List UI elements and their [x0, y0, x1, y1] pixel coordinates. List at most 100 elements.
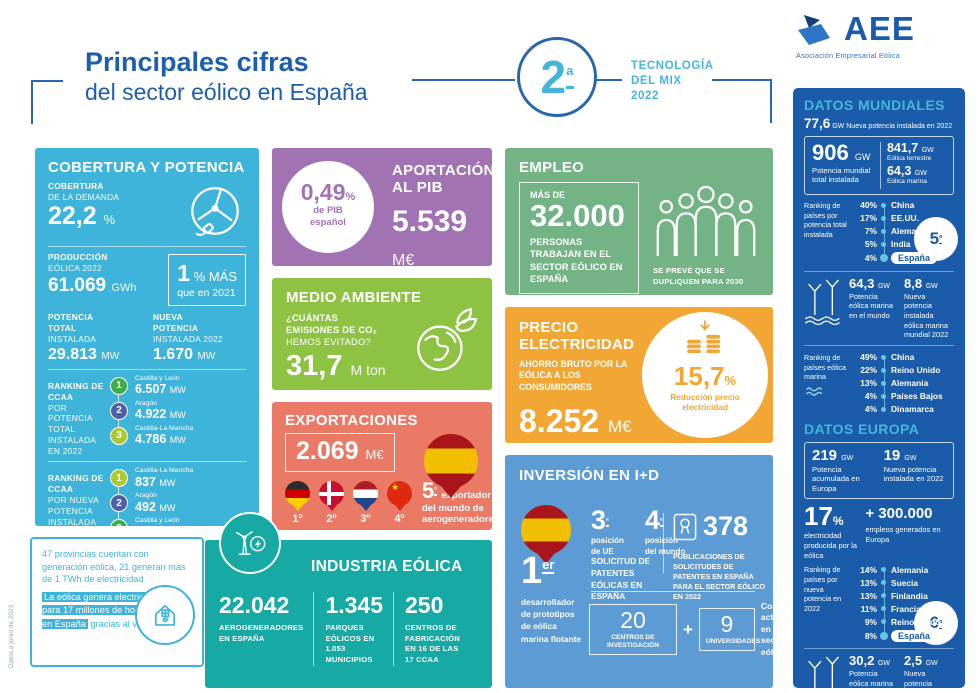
inversion-posicion-ue: 3ª posición de UE: [591, 505, 624, 556]
page-title: Principales cifras del sector eólico en …: [85, 48, 368, 106]
industria-stat: 1.345 PARQUES EÓLICOS EN 1.053 MUNICIPIO…: [313, 592, 393, 666]
universidades-box: 9 UNIVERSIDADES: [698, 608, 760, 651]
inversion-solicitud-label: SOLICITUD DE PATENTES EÓLICAS EN ESPAÑA: [591, 556, 651, 602]
medio-question: ¿CUÁNTAS EMISIONES DE CO₂ HEMOS EVITADO?: [286, 313, 378, 348]
rank-item: 1 Castilla-La Mancha 837 MW: [110, 467, 246, 489]
inversion-primer-label: desarrollador de prototipos de eólica ma…: [521, 597, 582, 644]
precio-circle-label: Reducción precio electricidad: [670, 392, 740, 413]
inversion-divider-h: [591, 591, 755, 592]
netherlands-flag-icon: [353, 481, 378, 507]
rank-item: 2 Aragón 4.922 MW: [110, 400, 246, 422]
aee-logo-text: AEE: [844, 10, 915, 47]
panel-medio-ambiente: MEDIO AMBIENTE ¿CUÁNTAS EMISIONES DE CO₂…: [272, 278, 492, 390]
china-star-icon: ★: [391, 482, 400, 493]
exportaciones-title: EXPORTACIONES: [285, 412, 418, 429]
exportaciones-value-box: 2.069 M€: [285, 433, 395, 473]
ranking-mundial-potencia: Ranking de países por potencia total ins…: [804, 199, 958, 266]
germany-flag-icon: [285, 481, 310, 507]
pib-value: 5.539 M€: [392, 204, 468, 269]
rank-item: 3 Castilla y León 105 MW: [110, 517, 246, 526]
europa-box: 219 GW Potencia acumulada en Europa 19 G…: [804, 441, 954, 500]
precio-circle: 15,7% Reducción precio electricidad: [642, 312, 768, 438]
connector-bracket-v: [770, 79, 772, 123]
precio-title: PRECIO ELECTRICIDAD: [519, 319, 635, 354]
aee-logo-subtitle: Asociación Empresarial Eólica: [796, 51, 900, 60]
rank-badge-label: TECNOLOGÍA DEL MIX 2022: [631, 60, 714, 103]
offshore-turbines-icon: [805, 279, 840, 325]
industria-stat: 250 CENTROS DE FABRICACIÓN EN 16 DE LAS …: [393, 592, 478, 666]
mundial-marina: 64,3 GW Potencia eólica marina en el mun…: [804, 277, 954, 340]
aee-logo: AEE Asociación Empresarial Eólica: [796, 10, 966, 60]
title-bracket-v: [31, 80, 33, 124]
panel-exportaciones: EXPORTACIONES 2.069 M€ 1º 2º 3º ★ 4º 5º …: [272, 402, 499, 530]
inversion-title: INVERSIÓN EN I+D: [519, 467, 660, 484]
pib-title: APORTACIÓN AL PIB: [392, 162, 495, 197]
rank-item: 3 Castilla-La Mancha 4.786 MW: [110, 425, 246, 447]
page-title-main: Principales cifras: [85, 47, 309, 77]
eco-house-icon: [135, 585, 195, 645]
connector-line-left: [412, 79, 515, 81]
mundial-nueva-potencia: 77,6 GW Nueva potencia instalada en 2022: [804, 116, 953, 131]
cobertura-title: COBERTURA Y POTENCIA: [48, 159, 245, 176]
earth-leaf-icon: [417, 307, 478, 371]
centros-box: 20 CENTROS DE INVESTIGACIÓN: [589, 604, 677, 655]
denmark-flag-icon: [319, 481, 344, 507]
inversion-publicaciones: 378: [673, 511, 748, 542]
empleo-note: SE PREVÉ QUE SE DUPLIQUEN PARA 2030: [653, 266, 744, 286]
europa-electricidad-empleos: 17% electricidad producida por la eólica…: [804, 501, 941, 560]
waves-icon: [805, 387, 823, 396]
title-bracket-h: [31, 80, 63, 82]
spain-flag-pin: [521, 505, 571, 555]
panel-aportacion-pib: 0,49% de PIB español APORTACIÓN AL PIB 5…: [272, 148, 495, 269]
exporter-rank-text: 5º exportador del mundo de aerogenerador…: [422, 478, 500, 525]
rank-item: 2 Aragón 492 MW: [110, 492, 246, 514]
panel-industria-eolica: INDUSTRIA EÓLICA 22.042 AEROGENERADORES …: [205, 512, 492, 688]
china-flag-icon: ★: [387, 481, 412, 507]
wind-turbine-plug-icon: [191, 187, 239, 236]
panel-inversion-id: INVERSIÓN EN I+D 3ª posición de UE 4ª po…: [505, 455, 807, 688]
empleo-title: EMPLEO: [519, 159, 585, 176]
coins-down-arrow-icon: [687, 320, 721, 354]
ranking-mundial-marina: Ranking de países eólica marina 49% China…: [804, 351, 954, 416]
spain-flag-pin: [424, 434, 478, 488]
cobertura-nueva-potencia: NUEVA POTENCIA INSTALADA 2022 1.670 MW: [152, 312, 223, 364]
pib-circle: 0,49% de PIB español: [282, 161, 374, 253]
ranking-ccaa-nueva-potencia: RANKING DE CCAA POR NUEVA POTENCIA INSTA…: [48, 467, 246, 526]
panel-empleo: EMPLEO MÁS DE 32.000 PERSONAS TRABAJAN E…: [505, 148, 773, 295]
rank-badge-number: 2: [540, 51, 567, 103]
rank-badge-ordinal: ª: [566, 64, 574, 89]
ranking-europa-nueva: Ranking de países por nueva potencia en …: [804, 563, 958, 646]
people-group-icon: [656, 185, 756, 257]
exporter-flags: 1º 2º 3º ★ 4º: [285, 481, 412, 525]
connector-line-right: [712, 79, 772, 81]
precio-sub: AHORRO BRUTO POR LA EÓLICA A LOS CONSUMI…: [519, 358, 628, 393]
inversion-posicion-mundo: 4ª posición del mundo: [645, 505, 686, 556]
europa-title: DATOS EUROPA: [804, 420, 920, 437]
panel-datos-mundiales-europa: DATOS MUNDIALES 77,6 GW Nueva potencia i…: [793, 88, 965, 693]
industria-title: INDUSTRIA EÓLICA: [311, 558, 463, 575]
connector-line-mid: [594, 79, 622, 81]
offshore-turbines-icon: [808, 656, 839, 693]
medio-value: 31,7 M ton: [286, 350, 386, 383]
side-note: Datos a junio de 2023: [8, 604, 15, 668]
mundial-title: DATOS MUNDIALES: [804, 97, 945, 113]
precio-value: 8.252 M€: [519, 403, 632, 440]
provincias-highlight-text: La eólica genera electricidad para 17 mi…: [42, 592, 161, 629]
cobertura-mas-box: 1 % MÁS que en 2021: [168, 254, 246, 306]
plus-sign: +: [682, 619, 693, 639]
panel-precio-electricidad: PRECIO ELECTRICIDAD AHORRO BRUTO POR LA …: [505, 307, 773, 443]
medio-title: MEDIO AMBIENTE: [286, 289, 422, 306]
inversion-divider: [663, 513, 664, 573]
inversion-centros-unis: 20 CENTROS DE INVESTIGACIÓN + 9 UNIVERSI…: [589, 601, 807, 658]
aee-logo-icon: [798, 15, 830, 45]
inversion-publicaciones-label: PUBLICACIONES DE SOLICITUDES DE PATENTES…: [673, 552, 765, 602]
inversion-primer: 1er: [521, 550, 555, 592]
turbine-energy-icon: [219, 512, 281, 574]
rank-item: 1 Castilla y León 6.507 MW: [110, 375, 246, 397]
europa-marina: 30,2 GW Potencia eólica marina instalada…: [804, 654, 954, 693]
industria-stat: 22.042 AEROGENERADORES EN ESPAÑA: [219, 592, 304, 643]
panel-cobertura-potencia: COBERTURA Y POTENCIA COBERTURA DE LA DEM…: [35, 148, 259, 526]
cobertura-produccion: PRODUCCIÓN EÓLICA 2022 61.069 GWh: [48, 252, 137, 296]
